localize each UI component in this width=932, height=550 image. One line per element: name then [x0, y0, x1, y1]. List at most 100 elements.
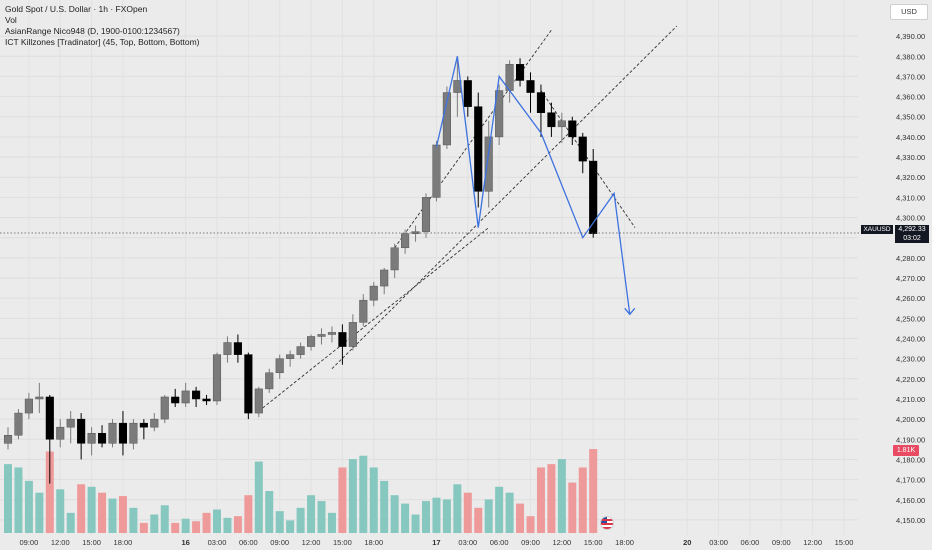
- candle-body[interactable]: [348, 322, 357, 347]
- volume-bar: [589, 449, 598, 533]
- candle-body[interactable]: [129, 422, 138, 444]
- y-axis-tick-label: 4,350.00: [896, 113, 925, 122]
- candle-body[interactable]: [578, 136, 587, 162]
- candle-body[interactable]: [24, 398, 33, 414]
- candle-body[interactable]: [359, 299, 368, 323]
- volume-bar: [56, 489, 65, 533]
- volume-bar: [14, 467, 23, 533]
- volume-bar: [463, 492, 472, 533]
- candle-body[interactable]: [233, 342, 242, 355]
- candle-body[interactable]: [286, 354, 295, 359]
- candle-body[interactable]: [77, 418, 86, 444]
- currency-selector[interactable]: USD: [890, 4, 928, 20]
- volume-bar: [202, 512, 211, 533]
- candle-body[interactable]: [369, 285, 378, 301]
- volume-value-tag: 1.81K: [893, 445, 919, 456]
- candle-body[interactable]: [380, 269, 389, 287]
- candle-body[interactable]: [547, 112, 556, 128]
- price-tag-value: 4,292.33: [895, 225, 929, 234]
- volume-bar: [536, 467, 545, 533]
- candle-body[interactable]: [244, 354, 253, 414]
- x-axis-tick-label: 09:00: [20, 538, 39, 547]
- candle-body[interactable]: [212, 354, 222, 402]
- candle-body[interactable]: [432, 144, 441, 198]
- candle-body[interactable]: [14, 412, 23, 436]
- candle-body[interactable]: [171, 396, 180, 404]
- volume-bar: [213, 509, 221, 533]
- candle-body[interactable]: [192, 390, 201, 400]
- asian-range-indicator-label[interactable]: AsianRange Nico948 (D, 1900-0100:1234567…: [5, 26, 180, 36]
- trend-line[interactable]: [540, 90, 636, 228]
- us-flag-icon[interactable]: [600, 516, 614, 530]
- candle-body[interactable]: [536, 92, 546, 113]
- volume-bar: [317, 501, 326, 533]
- x-axis-tick-label: 12:00: [552, 538, 571, 547]
- volume-bar: [160, 505, 169, 533]
- candle-body[interactable]: [254, 388, 263, 414]
- candle-body[interactable]: [3, 435, 13, 444]
- candle-body[interactable]: [181, 390, 190, 404]
- candle-body[interactable]: [421, 197, 431, 232]
- candle-body[interactable]: [118, 422, 128, 444]
- volume-bar: [87, 486, 96, 533]
- x-axis-tick-label: 06:00: [490, 538, 509, 547]
- candle-body[interactable]: [338, 332, 347, 347]
- x-axis-tick-label: 15:00: [333, 538, 352, 547]
- trend-line[interactable]: [394, 29, 552, 249]
- candle-body[interactable]: [66, 418, 75, 428]
- volume-bar: [526, 516, 535, 533]
- candle-body[interactable]: [589, 160, 598, 234]
- trend-line[interactable]: [331, 25, 678, 370]
- candle-body[interactable]: [463, 80, 472, 107]
- candle-body[interactable]: [516, 64, 525, 81]
- volume-bar: [348, 459, 357, 533]
- candle-body[interactable]: [108, 422, 117, 444]
- x-axis-tick-label: 17: [432, 538, 440, 547]
- x-axis-tick-label: 03:00: [208, 538, 227, 547]
- candle-body[interactable]: [390, 247, 399, 271]
- candle-body[interactable]: [150, 418, 159, 428]
- candle-body[interactable]: [568, 120, 577, 138]
- volume-bar: [557, 459, 566, 533]
- volume-bar: [505, 492, 514, 533]
- candle-body[interactable]: [411, 231, 420, 234]
- zigzag-pattern-line[interactable]: [435, 56, 631, 315]
- candle-body[interactable]: [139, 422, 148, 428]
- candle-body[interactable]: [87, 432, 96, 444]
- x-axis-tick-label: 16: [181, 538, 189, 547]
- candle-body[interactable]: [223, 342, 232, 355]
- candle-body[interactable]: [296, 346, 305, 355]
- candle-body[interactable]: [557, 120, 566, 128]
- symbol-title[interactable]: Gold Spot / U.S. Dollar · 1h · FXOpen: [5, 4, 148, 14]
- candle-body[interactable]: [401, 233, 410, 249]
- candle-body[interactable]: [275, 358, 284, 374]
- candle-body[interactable]: [327, 332, 336, 335]
- candle-body[interactable]: [526, 80, 535, 93]
- y-axis-tick-label: 4,380.00: [896, 52, 925, 61]
- candle-body[interactable]: [160, 396, 169, 420]
- candle-body[interactable]: [495, 90, 504, 138]
- killzones-indicator-label[interactable]: ICT Killzones [Tradinator] (45, Top, Bot…: [5, 37, 200, 47]
- volume-bar: [578, 467, 587, 533]
- volume-bar: [233, 516, 242, 533]
- candle-body[interactable]: [56, 426, 65, 440]
- volume-bar: [45, 451, 54, 533]
- candle-body[interactable]: [45, 396, 54, 440]
- volume-indicator-label[interactable]: Vol: [5, 15, 17, 25]
- candle-body[interactable]: [265, 372, 274, 390]
- trend-line[interactable]: [258, 227, 489, 412]
- candle-body[interactable]: [35, 396, 44, 400]
- x-axis-tick-label: 15:00: [584, 538, 603, 547]
- candle-body[interactable]: [317, 334, 326, 337]
- candle-body[interactable]: [98, 432, 107, 444]
- x-axis-tick-label: 09:00: [270, 538, 289, 547]
- candle-body[interactable]: [474, 106, 483, 192]
- volume-bar: [265, 491, 274, 533]
- volume-bar: [411, 514, 420, 533]
- candle-body[interactable]: [307, 336, 316, 347]
- candle-body[interactable]: [484, 136, 493, 192]
- volume-bar: [568, 482, 577, 533]
- candle-body[interactable]: [202, 398, 211, 402]
